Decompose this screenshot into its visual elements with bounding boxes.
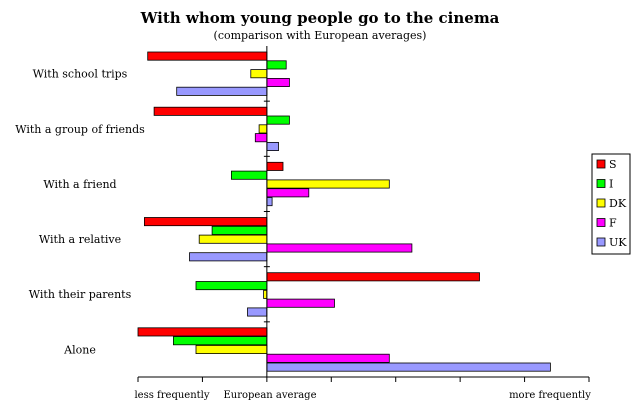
bar-f-5: [266, 298, 335, 308]
bar-f-4: [266, 243, 413, 253]
bar-dk-6: [195, 344, 268, 354]
legend-label-f: F: [609, 217, 617, 230]
legend: SI DK F UK: [591, 153, 631, 255]
bars-group: [137, 51, 551, 372]
bar-s-1: [147, 51, 268, 61]
category-label: With a group of friends: [15, 123, 145, 136]
bar-dk-5: [263, 289, 268, 299]
x-tick-label-center: European average: [223, 390, 316, 401]
bar-uk-4: [189, 252, 268, 262]
bar-dk-3: [266, 179, 390, 189]
bar-s-5: [266, 272, 480, 282]
bar-i-2: [266, 115, 290, 125]
bar-dk-2: [258, 124, 268, 134]
legend-swatch-uk: [596, 237, 606, 247]
bar-uk-1: [176, 86, 268, 96]
bar-f-2: [254, 133, 268, 143]
chart-title: With whom young people go to the cinema: [140, 9, 500, 27]
bar-f-6: [266, 353, 390, 363]
category-labels: With school trips With a group of friends…: [15, 68, 145, 357]
bar-i-5: [195, 281, 268, 291]
legend-label-i: I: [609, 178, 613, 191]
legend-label-uk: UK: [609, 236, 627, 249]
bar-s-2: [153, 106, 268, 116]
axes-group: [137, 46, 590, 382]
x-tick-label-right: more frequently: [509, 390, 591, 401]
bar-uk-6: [266, 362, 551, 372]
category-label: With a relative: [39, 233, 121, 246]
bar-f-3: [266, 188, 310, 198]
bar-uk-3: [266, 197, 273, 207]
legend-label-dk: DK: [609, 197, 627, 210]
chart-subtitle: (comparison with European averages): [214, 29, 427, 42]
bar-uk-2: [266, 141, 279, 151]
category-label: With a friend: [43, 178, 116, 191]
bar-i-1: [266, 60, 287, 70]
bar-dk-4: [198, 234, 268, 244]
category-label: Alone: [63, 343, 96, 356]
bar-uk-5: [247, 307, 268, 317]
legend-label-s: S: [609, 158, 617, 171]
bar-i-4: [211, 225, 268, 235]
bar-s-6: [137, 327, 268, 337]
legend-swatch-i: [596, 179, 606, 188]
bar-i-6: [172, 336, 268, 346]
bar-f-1: [266, 78, 290, 88]
legend-swatch-f: [596, 218, 606, 227]
bar-s-4: [143, 217, 268, 227]
legend-swatch-s: [596, 159, 606, 169]
x-tick-label-left: less frequently: [134, 390, 209, 401]
bar-s-3: [266, 161, 284, 171]
legend-swatch-dk: [596, 198, 606, 208]
category-label: With school trips: [33, 68, 128, 81]
category-label: With their parents: [29, 288, 132, 301]
bar-i-3: [230, 170, 268, 180]
bar-dk-1: [250, 69, 268, 79]
